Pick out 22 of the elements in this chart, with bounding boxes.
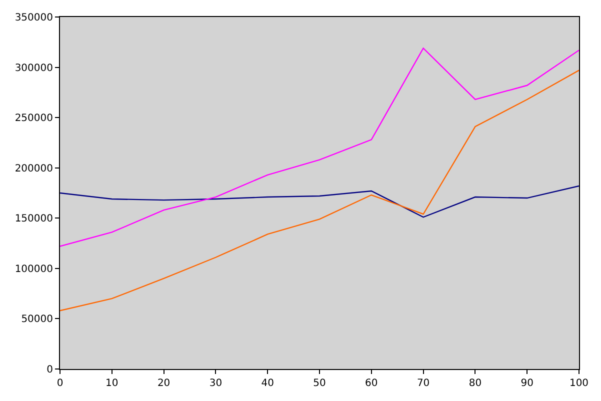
x-tick-label: 30	[209, 378, 222, 389]
x-tick-label: 90	[520, 378, 534, 389]
line-series	[60, 185, 579, 218]
x-tick-label: 80	[468, 378, 482, 389]
y-tick-label: 0	[46, 364, 53, 376]
x-tick-label: 20	[157, 378, 170, 389]
y-tick-label: 200000	[14, 163, 53, 174]
x-tick-label: 60	[365, 378, 378, 389]
x-tick-label: 40	[261, 378, 274, 389]
x-tick-label: 10	[106, 378, 118, 389]
x-tick-label: 50	[313, 378, 326, 389]
y-tick-label: 50000	[21, 314, 53, 326]
y-tick-label: 300000	[14, 62, 53, 74]
y-tick-label: 350000	[14, 12, 53, 24]
line-series	[60, 70, 579, 312]
x-tick-label: 100	[569, 378, 589, 389]
y-tick-label: 150000	[14, 214, 53, 225]
y-tick-label: 100000	[14, 264, 53, 275]
line-series	[60, 48, 579, 247]
x-tick-label: 0	[56, 378, 64, 389]
y-tick-label: 250000	[14, 113, 53, 124]
x-tick-label: 70	[416, 378, 430, 389]
